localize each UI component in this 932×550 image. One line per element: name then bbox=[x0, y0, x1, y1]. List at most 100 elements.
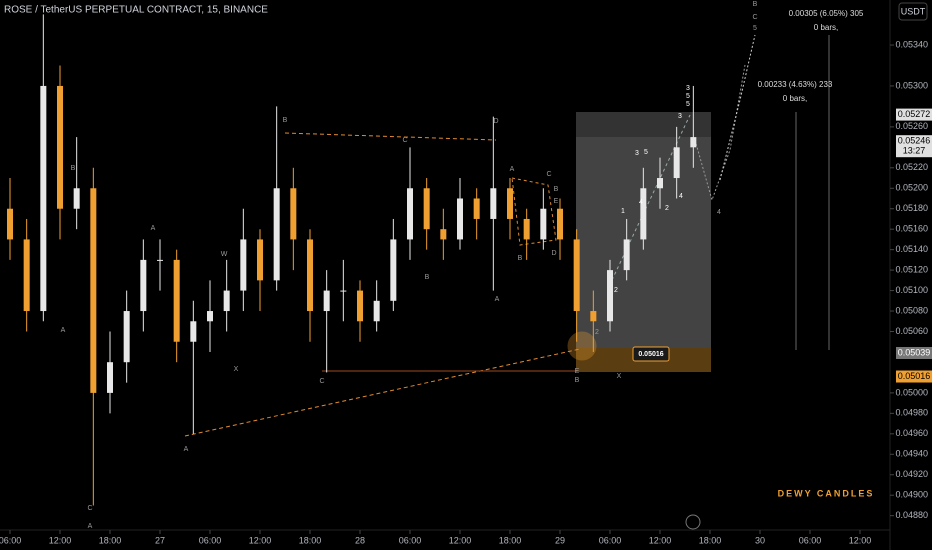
candle-body bbox=[573, 239, 580, 312]
candle-body bbox=[173, 259, 180, 342]
candle-body bbox=[157, 259, 163, 261]
candle-body bbox=[490, 188, 497, 219]
candle-body bbox=[90, 188, 97, 393]
wave-label: 5 bbox=[644, 149, 648, 156]
candle-body bbox=[523, 218, 530, 240]
y-tick-label: 0.05140 bbox=[895, 244, 928, 254]
y-tick-label: 0.05080 bbox=[895, 305, 928, 315]
candle-body bbox=[373, 300, 380, 322]
wave-label: C bbox=[402, 137, 407, 144]
measure-annotation: 0 bars, bbox=[814, 23, 838, 32]
candle-body bbox=[307, 239, 313, 312]
x-tick-label: 12:00 bbox=[849, 535, 872, 545]
wave-label: C bbox=[752, 14, 757, 21]
wave-label: A bbox=[151, 225, 156, 232]
position-box-top bbox=[576, 112, 711, 137]
candle-body bbox=[457, 198, 463, 240]
candle-body bbox=[657, 178, 663, 189]
y-tick-label: 0.05340 bbox=[895, 39, 928, 49]
wave-label: X bbox=[617, 373, 622, 380]
x-tick-label: 18:00 bbox=[299, 535, 322, 545]
wave-label: D bbox=[551, 250, 556, 257]
wave-label: A bbox=[510, 166, 515, 173]
wave-label: C bbox=[546, 171, 551, 178]
wave-label: A bbox=[495, 296, 500, 303]
x-tick-label: 18:00 bbox=[99, 535, 122, 545]
price-label-box bbox=[896, 108, 932, 121]
y-tick-label: 0.04880 bbox=[895, 510, 928, 520]
y-tick-label: 0.05000 bbox=[895, 387, 928, 397]
y-tick-label: 0.05260 bbox=[895, 121, 928, 131]
wave-label: B bbox=[283, 117, 288, 124]
candle-body bbox=[507, 188, 513, 219]
candle-body bbox=[273, 188, 280, 281]
x-tick-label: 06:00 bbox=[0, 535, 21, 545]
highlight-circle bbox=[567, 331, 597, 361]
currency-button[interactable] bbox=[898, 2, 928, 21]
measure-annotation: 0 bars, bbox=[783, 94, 807, 103]
wave-label: 4 bbox=[639, 199, 643, 206]
candle-body bbox=[73, 188, 80, 209]
wave-label: 2 bbox=[665, 205, 669, 212]
x-tick-label: 06:00 bbox=[399, 535, 422, 545]
x-tick-label: 12:00 bbox=[49, 535, 72, 545]
candle-body bbox=[323, 290, 330, 312]
candle-body bbox=[357, 290, 363, 322]
candle-body bbox=[223, 290, 230, 312]
candle-body bbox=[673, 147, 680, 179]
wave-label: 2 bbox=[595, 329, 599, 336]
price-label: 0.05016 bbox=[898, 371, 931, 381]
wave-label: 4 bbox=[717, 209, 721, 216]
wave-label: 3 bbox=[686, 85, 690, 92]
wave-label: 4 bbox=[679, 193, 683, 200]
candle-body bbox=[23, 239, 30, 312]
trend-line bbox=[184, 348, 581, 437]
y-tick-label: 0.04920 bbox=[895, 469, 928, 479]
chart-title: ROSE / TetherUS PERPETUAL CONTRACT, 15, … bbox=[4, 5, 268, 16]
x-tick-label: 12:00 bbox=[449, 535, 472, 545]
candle-body bbox=[40, 85, 47, 312]
price-label: 0.05039 bbox=[898, 347, 931, 357]
countdown: 13:27 bbox=[903, 146, 926, 156]
measure-annotation: 0.00233 (4.63%) 233 bbox=[758, 80, 833, 89]
y-tick-label: 0.05100 bbox=[895, 285, 928, 295]
candle-body bbox=[623, 239, 630, 271]
wave-label: 3 bbox=[678, 113, 682, 120]
wave-label: C bbox=[87, 505, 92, 512]
wave-label: B bbox=[554, 186, 559, 193]
y-tick-label: 0.05220 bbox=[895, 162, 928, 172]
candle-body bbox=[423, 188, 430, 230]
price-label-box bbox=[896, 135, 932, 158]
x-tick-label: 18:00 bbox=[699, 535, 722, 545]
wave-label: 2 bbox=[614, 287, 618, 294]
y-tick-label: 0.04900 bbox=[895, 490, 928, 500]
replay-icon[interactable] bbox=[685, 514, 701, 530]
y-tick-label: 0.04940 bbox=[895, 449, 928, 459]
candle-body bbox=[7, 208, 13, 240]
trend-line bbox=[284, 132, 497, 141]
candle-body bbox=[440, 229, 447, 240]
x-tick-label: 06:00 bbox=[199, 535, 222, 545]
wave-label: A bbox=[88, 523, 93, 530]
x-tick-label: 06:00 bbox=[799, 535, 822, 545]
candle-body bbox=[107, 362, 113, 393]
wave-label: 5 bbox=[753, 25, 757, 32]
wave-label: E bbox=[554, 198, 559, 205]
x-tick-label: 12:00 bbox=[649, 535, 672, 545]
candle-body bbox=[540, 208, 547, 240]
candle-body bbox=[257, 239, 263, 281]
wave-label: B bbox=[518, 255, 523, 262]
wave-label: A bbox=[61, 327, 66, 334]
x-tick-label: 12:00 bbox=[249, 535, 272, 545]
x-tick-label: 27 bbox=[155, 535, 165, 545]
candle-body bbox=[190, 321, 197, 342]
currency[interactable]: USDT bbox=[901, 6, 926, 16]
x-tick-label: 30 bbox=[755, 535, 765, 545]
wave-label: A bbox=[184, 446, 189, 453]
wave-label: W bbox=[221, 251, 228, 258]
candle-body bbox=[590, 311, 597, 322]
candle-body bbox=[473, 198, 480, 219]
candle-body bbox=[607, 270, 613, 322]
